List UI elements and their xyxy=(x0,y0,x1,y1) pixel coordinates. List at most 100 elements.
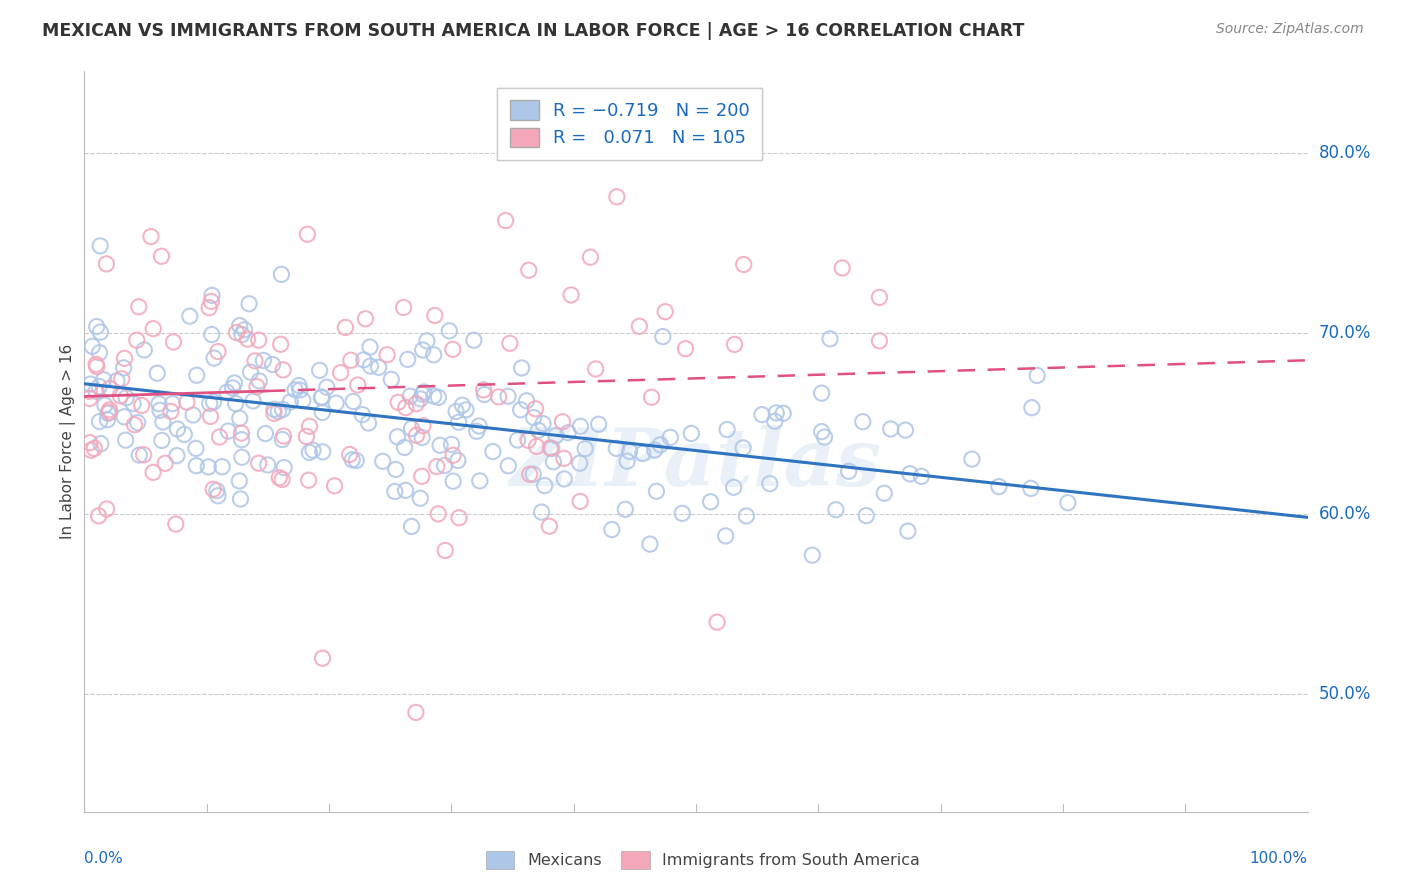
Point xyxy=(681,426,703,441)
Point xyxy=(387,395,409,409)
Point xyxy=(447,415,470,429)
Point xyxy=(198,396,221,410)
Point xyxy=(297,227,319,242)
Point xyxy=(447,453,470,467)
Point xyxy=(631,446,654,460)
Point xyxy=(716,422,738,436)
Point xyxy=(271,402,294,417)
Legend: Mexicans, Immigrants from South America: Mexicans, Immigrants from South America xyxy=(479,845,927,875)
Point xyxy=(392,301,415,315)
Point xyxy=(342,452,364,467)
Point xyxy=(128,300,150,314)
Point xyxy=(810,425,832,439)
Point xyxy=(79,392,101,406)
Point xyxy=(208,430,231,444)
Point xyxy=(509,402,531,417)
Point xyxy=(228,318,250,333)
Point xyxy=(433,458,456,473)
Point xyxy=(142,321,165,335)
Point xyxy=(202,351,225,365)
Point xyxy=(98,402,121,417)
Point xyxy=(818,332,841,346)
Point xyxy=(440,437,463,451)
Point xyxy=(229,411,252,425)
Point xyxy=(367,360,389,375)
Point xyxy=(600,523,623,537)
Point xyxy=(111,372,134,386)
Point xyxy=(262,358,284,372)
Point xyxy=(699,495,721,509)
Point xyxy=(79,377,101,392)
Point xyxy=(339,447,361,461)
Point xyxy=(342,394,364,409)
Point xyxy=(89,379,111,393)
Point xyxy=(540,442,562,456)
Point xyxy=(553,472,575,486)
Point xyxy=(619,444,641,458)
Point xyxy=(530,505,553,519)
Point xyxy=(869,290,891,304)
Point xyxy=(89,415,111,429)
Point xyxy=(384,484,406,499)
Point xyxy=(128,448,150,462)
Point xyxy=(162,397,184,411)
Point xyxy=(468,474,491,488)
Point xyxy=(198,301,221,315)
Point xyxy=(200,294,222,309)
Point xyxy=(84,357,107,371)
Point xyxy=(323,479,346,493)
Point xyxy=(114,433,136,447)
Point xyxy=(311,405,333,419)
Point xyxy=(838,464,860,478)
Point xyxy=(474,387,496,401)
Point xyxy=(735,508,758,523)
Point xyxy=(311,651,333,665)
Point xyxy=(671,506,693,520)
Point xyxy=(229,491,252,506)
Point xyxy=(810,386,832,401)
Point xyxy=(270,337,292,351)
Point xyxy=(243,354,266,368)
Point xyxy=(247,456,270,470)
Point xyxy=(80,443,103,458)
Point xyxy=(714,529,737,543)
Point xyxy=(553,451,575,466)
Point xyxy=(207,489,229,503)
Point xyxy=(434,543,457,558)
Point xyxy=(441,343,464,357)
Point xyxy=(451,398,474,412)
Point xyxy=(233,323,256,337)
Point xyxy=(441,474,464,488)
Point xyxy=(269,471,291,485)
Point xyxy=(231,433,253,447)
Point xyxy=(87,508,110,523)
Point xyxy=(543,455,565,469)
Point xyxy=(96,502,118,516)
Point xyxy=(112,409,135,424)
Point xyxy=(510,361,533,376)
Point xyxy=(131,399,153,413)
Point xyxy=(346,378,368,392)
Point xyxy=(654,304,676,318)
Point xyxy=(186,368,208,383)
Point xyxy=(228,474,250,488)
Point xyxy=(86,319,108,334)
Point xyxy=(463,333,485,347)
Point xyxy=(89,325,111,339)
Point xyxy=(197,459,219,474)
Point xyxy=(855,508,877,523)
Point xyxy=(340,353,363,368)
Point xyxy=(498,458,520,473)
Point xyxy=(86,359,108,374)
Point xyxy=(522,467,544,482)
Point xyxy=(499,336,522,351)
Point xyxy=(96,412,118,426)
Point xyxy=(409,491,432,506)
Point xyxy=(284,383,307,397)
Point xyxy=(496,389,519,403)
Point xyxy=(267,404,290,418)
Point xyxy=(207,344,229,359)
Point xyxy=(201,288,224,302)
Point xyxy=(422,348,444,362)
Point xyxy=(706,615,728,629)
